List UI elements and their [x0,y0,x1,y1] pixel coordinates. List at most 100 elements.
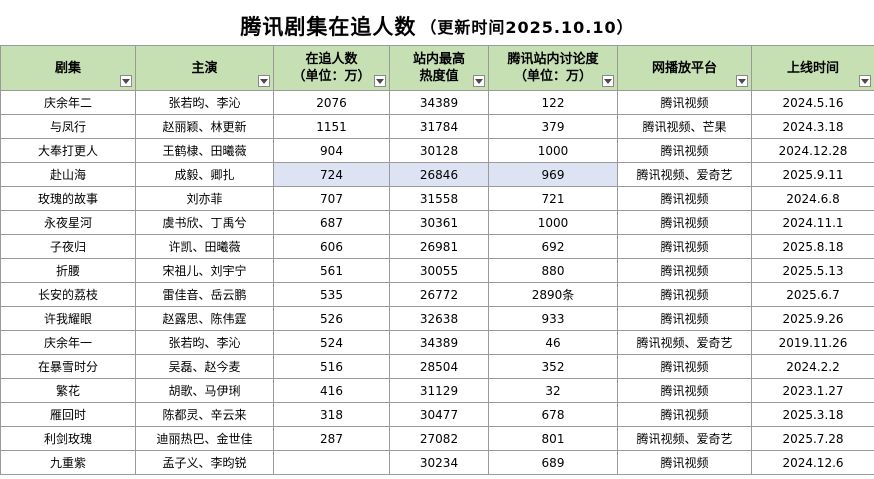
cell-platform[interactable]: 腾讯视频 [617,234,752,259]
dropdown-filter-icon[interactable] [736,75,748,87]
cell-discussion[interactable]: 721 [488,186,618,211]
header-peak-heat[interactable]: 站内最高 热度值 [389,45,489,91]
cell-cast[interactable]: 张若昀、李沁 [135,330,274,355]
cell-peak-heat[interactable]: 31129 [389,378,489,403]
cell-release-date[interactable]: 2024.6.8 [751,186,874,211]
cell-peak-heat[interactable]: 31558 [389,186,489,211]
cell-peak-heat[interactable]: 26846 [389,162,489,187]
cell-drama[interactable]: 赴山海 [0,162,136,187]
cell-drama[interactable]: 大奉打更人 [0,138,136,163]
cell-release-date[interactable]: 2025.6.7 [751,282,874,307]
cell-discussion[interactable]: 122 [488,90,618,115]
cell-drama[interactable]: 在暴雪时分 [0,354,136,379]
cell-cast[interactable]: 许凯、田曦薇 [135,234,274,259]
cell-discussion[interactable]: 689 [488,450,618,475]
cell-followers[interactable]: 524 [273,330,390,355]
cell-drama[interactable]: 繁花 [0,378,136,403]
cell-cast[interactable]: 刘亦菲 [135,186,274,211]
header-discussion[interactable]: 腾讯站内讨论度 （单位：万） [488,45,618,91]
cell-followers[interactable]: 318 [273,402,390,427]
cell-release-date[interactable]: 2024.2.2 [751,354,874,379]
cell-platform[interactable]: 腾讯视频 [617,450,752,475]
cell-drama[interactable]: 许我耀眼 [0,306,136,331]
cell-cast[interactable]: 王鹤棣、田曦薇 [135,138,274,163]
cell-peak-heat[interactable]: 32638 [389,306,489,331]
dropdown-filter-icon[interactable] [120,75,132,87]
cell-discussion[interactable]: 352 [488,354,618,379]
cell-drama[interactable]: 庆余年一 [0,330,136,355]
cell-platform[interactable]: 腾讯视频、爱奇艺 [617,426,752,451]
cell-peak-heat[interactable]: 26981 [389,234,489,259]
cell-platform[interactable]: 腾讯视频 [617,282,752,307]
cell-cast[interactable]: 陈都灵、辛云来 [135,402,274,427]
cell-discussion[interactable]: 1000 [488,138,618,163]
cell-release-date[interactable]: 2024.3.18 [751,114,874,139]
cell-drama[interactable]: 长安的荔枝 [0,282,136,307]
cell-drama[interactable]: 永夜星河 [0,210,136,235]
cell-cast[interactable]: 迪丽热巴、金世佳 [135,426,274,451]
cell-cast[interactable]: 宋祖儿、刘宇宁 [135,258,274,283]
cell-drama[interactable]: 与凤行 [0,114,136,139]
cell-discussion[interactable]: 969 [488,162,618,187]
header-release-date[interactable]: 上线时间 [751,45,874,91]
cell-platform[interactable]: 腾讯视频 [617,354,752,379]
cell-drama[interactable]: 九重紫 [0,450,136,475]
cell-peak-heat[interactable]: 30234 [389,450,489,475]
cell-followers[interactable]: 516 [273,354,390,379]
cell-drama[interactable]: 雁回时 [0,402,136,427]
cell-drama[interactable]: 庆余年二 [0,90,136,115]
cell-peak-heat[interactable]: 31784 [389,114,489,139]
cell-platform[interactable]: 腾讯视频 [617,402,752,427]
cell-followers[interactable]: 526 [273,306,390,331]
dropdown-filter-icon[interactable] [859,75,871,87]
cell-cast[interactable]: 雷佳音、岳云鹏 [135,282,274,307]
cell-discussion[interactable]: 933 [488,306,618,331]
cell-cast[interactable]: 成毅、卿扎 [135,162,274,187]
cell-platform[interactable]: 腾讯视频、爱奇艺 [617,162,752,187]
cell-drama[interactable]: 折腰 [0,258,136,283]
dropdown-filter-icon[interactable] [258,75,270,87]
cell-release-date[interactable]: 2019.11.26 [751,330,874,355]
cell-platform[interactable]: 腾讯视频 [617,258,752,283]
header-platform[interactable]: 网播放平台 [617,45,752,91]
cell-followers[interactable]: 904 [273,138,390,163]
cell-drama[interactable]: 玫瑰的故事 [0,186,136,211]
cell-release-date[interactable]: 2024.12.6 [751,450,874,475]
cell-discussion[interactable]: 379 [488,114,618,139]
cell-followers[interactable]: 707 [273,186,390,211]
cell-discussion[interactable]: 32 [488,378,618,403]
cell-peak-heat[interactable]: 30361 [389,210,489,235]
dropdown-filter-icon[interactable] [602,75,614,87]
cell-cast[interactable]: 张若昀、李沁 [135,90,274,115]
cell-release-date[interactable]: 2023.1.27 [751,378,874,403]
cell-peak-heat[interactable]: 34389 [389,330,489,355]
cell-cast[interactable]: 胡歌、马伊琍 [135,378,274,403]
dropdown-filter-icon[interactable] [374,75,386,87]
cell-peak-heat[interactable]: 27082 [389,426,489,451]
header-followers[interactable]: 在追人数 （单位：万） [273,45,390,91]
cell-discussion[interactable]: 2890条 [488,282,618,307]
cell-discussion[interactable]: 801 [488,426,618,451]
cell-discussion[interactable]: 692 [488,234,618,259]
cell-discussion[interactable]: 1000 [488,210,618,235]
cell-release-date[interactable]: 2025.5.13 [751,258,874,283]
cell-followers[interactable]: 2076 [273,90,390,115]
cell-peak-heat[interactable]: 30477 [389,402,489,427]
cell-cast[interactable]: 赵露思、陈伟霆 [135,306,274,331]
cell-followers[interactable]: 287 [273,426,390,451]
cell-followers[interactable]: 687 [273,210,390,235]
cell-platform[interactable]: 腾讯视频 [617,378,752,403]
cell-release-date[interactable]: 2025.8.18 [751,234,874,259]
cell-peak-heat[interactable]: 30055 [389,258,489,283]
cell-release-date[interactable]: 2025.3.18 [751,402,874,427]
cell-release-date[interactable]: 2024.11.1 [751,210,874,235]
header-drama[interactable]: 剧集 [0,45,136,91]
cell-discussion[interactable]: 46 [488,330,618,355]
cell-followers[interactable]: 416 [273,378,390,403]
cell-discussion[interactable]: 678 [488,402,618,427]
cell-platform[interactable]: 腾讯视频 [617,186,752,211]
cell-platform[interactable]: 腾讯视频 [617,306,752,331]
cell-platform[interactable]: 腾讯视频、爱奇艺 [617,330,752,355]
cell-followers[interactable]: 724 [273,162,390,187]
cell-cast[interactable]: 虞书欣、丁禹兮 [135,210,274,235]
